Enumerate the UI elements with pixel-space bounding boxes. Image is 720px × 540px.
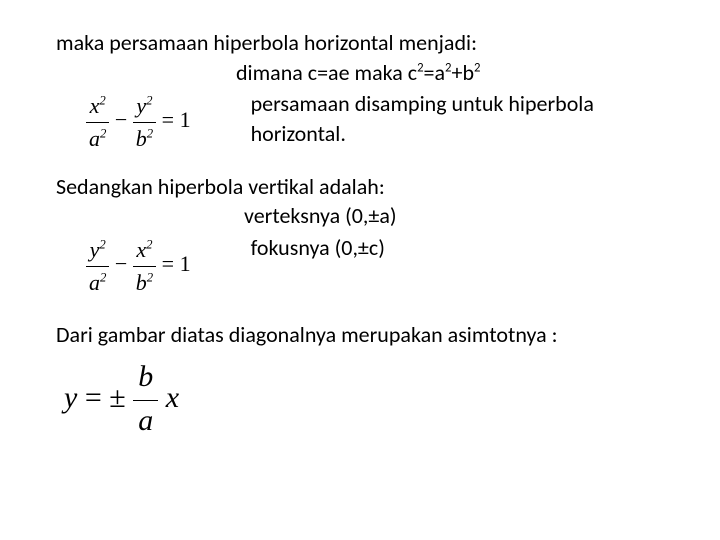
vertical-focus-line: fokusnya (0,±c) — [251, 233, 680, 263]
var-b2: b — [136, 270, 147, 295]
var-y: y — [136, 93, 146, 118]
asymptote-equation: y = ± b a x — [64, 357, 680, 443]
var-b: b — [136, 126, 147, 151]
vertical-desc: fokusnya (0,±c) — [199, 233, 680, 263]
var-a2: a — [89, 270, 100, 295]
l2-b: =a — [424, 59, 446, 86]
sup-2c: 2 — [474, 60, 480, 75]
minus-1: − — [115, 108, 127, 133]
vertical-formula-row: y2 a2 − x2 b2 = 1 fokusnya (0,±c) — [86, 235, 680, 297]
vertical-hyperbola-equation: y2 a2 − x2 b2 = 1 — [86, 235, 191, 297]
minus-2: − — [115, 251, 127, 276]
var-a: a — [89, 126, 100, 151]
frac-x2-b2: x2 b2 — [133, 235, 156, 297]
l2-a: dimana c=ae maka c — [236, 59, 417, 86]
asym-lhs: y — [64, 381, 77, 414]
asym-rhs: x — [166, 381, 179, 414]
frac-y2-b2: y2 b2 — [133, 91, 156, 153]
var-x2: x — [136, 237, 146, 262]
horizontal-desc: persamaan disamping untuk hiperbola hori… — [199, 89, 680, 148]
intro-line-4: horizontal. — [251, 119, 680, 149]
equals-one-1: = 1 — [162, 108, 191, 133]
frac-y2-a2: y2 a2 — [86, 235, 109, 297]
frac-x2-a2: x2 a2 — [86, 91, 109, 153]
horizontal-formula-row: x2 a2 − y2 b2 = 1 persamaan disamping un… — [86, 91, 680, 153]
vertical-vertex-line: verteksnya (0,±a) — [56, 201, 680, 231]
frac-b-a: b a — [133, 357, 158, 443]
var-y2: y — [90, 237, 100, 262]
intro-line-2: dimana c=ae maka c2=a2+b2 — [56, 58, 680, 88]
l2-c: +b — [452, 59, 475, 86]
equals-one-2: = 1 — [162, 251, 191, 276]
asymptote-text: Dari gambar diatas diagonalnya merupakan… — [56, 320, 680, 350]
vertical-heading: Sedangkan hiperbola vertikal adalah: — [56, 172, 680, 202]
intro-line-1: maka persamaan hiperbola horizontal menj… — [56, 28, 680, 58]
asym-eq: = ± — [85, 381, 126, 414]
intro-line-3: persamaan disamping untuk hiperbola — [251, 89, 680, 119]
var-x: x — [90, 93, 100, 118]
asym-den: a — [133, 401, 158, 444]
horizontal-hyperbola-equation: x2 a2 − y2 b2 = 1 — [86, 91, 191, 153]
asym-num: b — [133, 357, 158, 401]
